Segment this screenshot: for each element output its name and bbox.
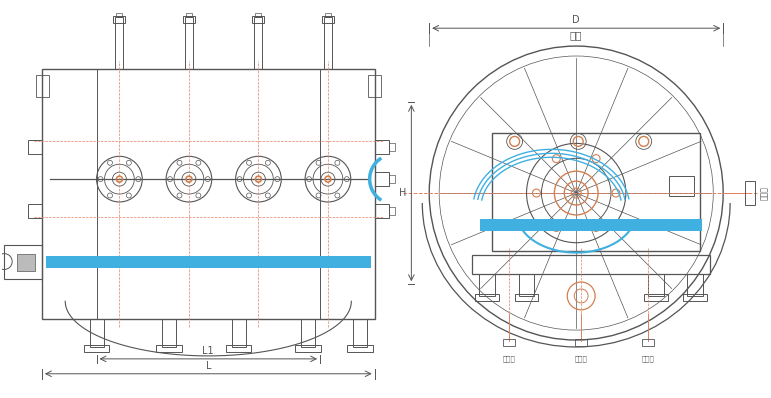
Bar (648, 275, 664, 297)
Bar (641, 339, 654, 346)
Bar (226, 345, 251, 352)
Bar (644, 295, 668, 301)
Bar (503, 339, 514, 346)
Bar (347, 345, 372, 352)
Bar (28, 140, 42, 154)
Bar (89, 319, 103, 347)
Text: L: L (206, 361, 211, 371)
Bar (745, 181, 755, 205)
Bar (322, 16, 334, 23)
Bar (480, 219, 702, 231)
Bar (575, 339, 588, 346)
Bar (514, 295, 538, 301)
Bar (324, 17, 332, 69)
Text: H: H (399, 188, 406, 198)
Bar (301, 319, 315, 347)
Bar (252, 16, 264, 23)
Bar (325, 13, 331, 17)
Bar (116, 13, 123, 17)
Bar (42, 69, 375, 319)
Bar (46, 256, 371, 267)
Bar (472, 255, 710, 275)
Bar (475, 295, 499, 301)
Text: L1: L1 (203, 346, 214, 356)
Bar (519, 275, 534, 297)
Bar (28, 204, 42, 218)
Bar (186, 13, 192, 17)
Bar (375, 140, 389, 154)
Bar (17, 254, 35, 271)
Bar (4, 245, 42, 279)
Bar (162, 319, 176, 347)
Bar (479, 275, 495, 297)
Bar (389, 143, 396, 151)
Bar (113, 16, 126, 23)
Bar (157, 345, 182, 352)
Text: 滤液口: 滤液口 (502, 355, 515, 362)
Bar (492, 133, 700, 251)
Text: 入料口: 入料口 (760, 186, 769, 200)
Bar (668, 176, 695, 196)
Bar (84, 345, 109, 352)
Bar (368, 75, 381, 97)
Bar (375, 204, 389, 218)
Bar (389, 207, 396, 215)
Bar (375, 172, 389, 186)
Text: D: D (572, 15, 580, 25)
Bar (231, 319, 245, 347)
Bar (353, 319, 367, 347)
Bar (389, 175, 396, 183)
Bar (185, 17, 193, 69)
Bar (183, 16, 195, 23)
Bar (116, 17, 123, 69)
Text: 敌向: 敌向 (570, 30, 582, 40)
Bar (683, 295, 707, 301)
Text: 滤液口: 滤液口 (575, 355, 588, 362)
Text: 滤液口: 滤液口 (641, 355, 654, 362)
Bar (295, 345, 321, 352)
Bar (254, 17, 262, 69)
Bar (688, 275, 703, 297)
Bar (255, 13, 261, 17)
Bar (36, 75, 49, 97)
